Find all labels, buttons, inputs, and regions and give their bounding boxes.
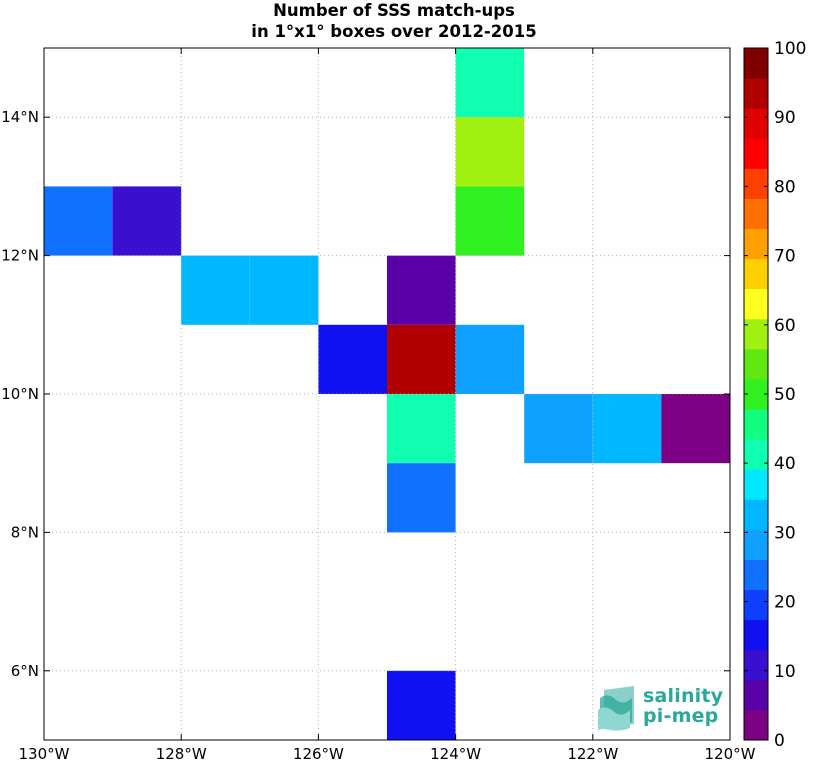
axis-ticks: 130°W 128°W 126°W 124°W 122°W 120°W 6°N 8°N 10°N… [1,48,756,763]
heatmap-cell [661,394,730,464]
colorbar-segment [744,409,768,440]
colorbar-tick-label: 40 [774,454,796,474]
logo-wave-icon [598,686,634,731]
colorbar-segment [744,258,768,290]
colorbar-tick-label: 20 [774,593,796,613]
colorbar-segment [744,679,768,711]
salinity-pi-mep-logo: salinity pi-mep [596,684,726,732]
y-tick-label: 14°N [1,108,39,126]
colorbar-segment [744,138,768,169]
colorbar-segment [744,348,768,380]
colorbar-tick-label: 100 [774,39,806,59]
heatmap-cell [318,324,387,394]
colorbar-tick-label: 80 [774,177,796,197]
colorbar-segment [744,709,768,741]
colorbar-segment [744,589,768,621]
colorbar-segment [744,499,768,530]
chart-title-line2: in 1°x1° boxes over 2012-2015 [251,22,537,41]
x-tick-label: 122°W [567,745,618,763]
colorbar-segment [744,619,768,651]
x-tick-label: 124°W [430,745,481,763]
colorbar-tick-label: 70 [774,247,796,267]
heatmap-cell [592,394,662,464]
grid-lines [44,48,730,740]
x-tick-label: 120°W [705,745,756,763]
x-tick-label: 128°W [156,745,207,763]
colorbar-segment [744,469,768,500]
heatmap-cell [387,255,456,325]
heatmap-cell [524,394,593,464]
chart-title-line1: Number of SSS match-ups [273,1,515,20]
colorbar-segment [744,168,768,199]
colorbar: 0 10 20 30 40 50 60 70 80 90 100 [743,39,806,751]
heatmap-cell [455,117,525,187]
colorbar-tick-label: 30 [774,523,796,543]
colorbar-tick-label: 0 [774,731,785,751]
heatmap-cell [455,324,525,394]
colorbar-segment [744,48,768,79]
x-tick-label: 130°W [19,745,70,763]
heatmap-cell [249,255,319,325]
colorbar-segment [744,108,768,139]
colorbar-segment [744,529,768,560]
y-tick-label: 8°N [11,523,39,541]
heatmap-cell [455,48,525,118]
y-tick-label: 6°N [11,662,39,680]
heatmap-cell [387,463,456,533]
x-tick-label: 126°W [293,745,344,763]
chart-title: Number of SSS match-ups in 1°x1° boxes o… [44,0,744,42]
colorbar-segment [744,198,768,230]
colorbar-tick-label: 60 [774,316,796,336]
logo-text-line2: pi-mep [643,705,719,727]
colorbar-segment [744,318,768,350]
colorbar-segment [744,288,768,320]
colorbar-segment [744,559,768,591]
colorbar-tick-label: 50 [774,385,796,405]
heatmap-cell [455,186,525,256]
heatmap-cell [387,324,456,394]
logo-text-line1: salinity [643,685,724,707]
heatmap-cell [112,186,182,256]
heatmap-cells [44,48,730,740]
y-tick-label: 12°N [1,247,39,265]
colorbar-tick-label: 10 [774,662,796,682]
colorbar-segment [744,439,768,470]
colorbar-tick-label: 90 [774,108,796,128]
colorbar-segment [744,228,768,260]
heatmap-cell [181,255,250,325]
heatmap-cell [387,670,456,740]
y-tick-label: 10°N [1,385,39,403]
heatmap-cell [387,394,456,464]
heatmap-cell [44,186,113,256]
colorbar-segment [744,649,768,681]
colorbar-segment [744,78,768,109]
